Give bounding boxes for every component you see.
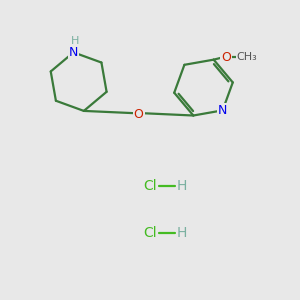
Text: H: H (71, 36, 79, 46)
Text: CH₃: CH₃ (237, 52, 257, 62)
Text: N: N (218, 104, 227, 117)
Text: O: O (221, 51, 231, 64)
Text: Cl: Cl (143, 226, 157, 240)
Text: N: N (69, 46, 78, 59)
Text: H: H (177, 179, 187, 193)
Text: Cl: Cl (143, 179, 157, 193)
Text: O: O (134, 108, 143, 121)
Text: H: H (177, 226, 187, 240)
